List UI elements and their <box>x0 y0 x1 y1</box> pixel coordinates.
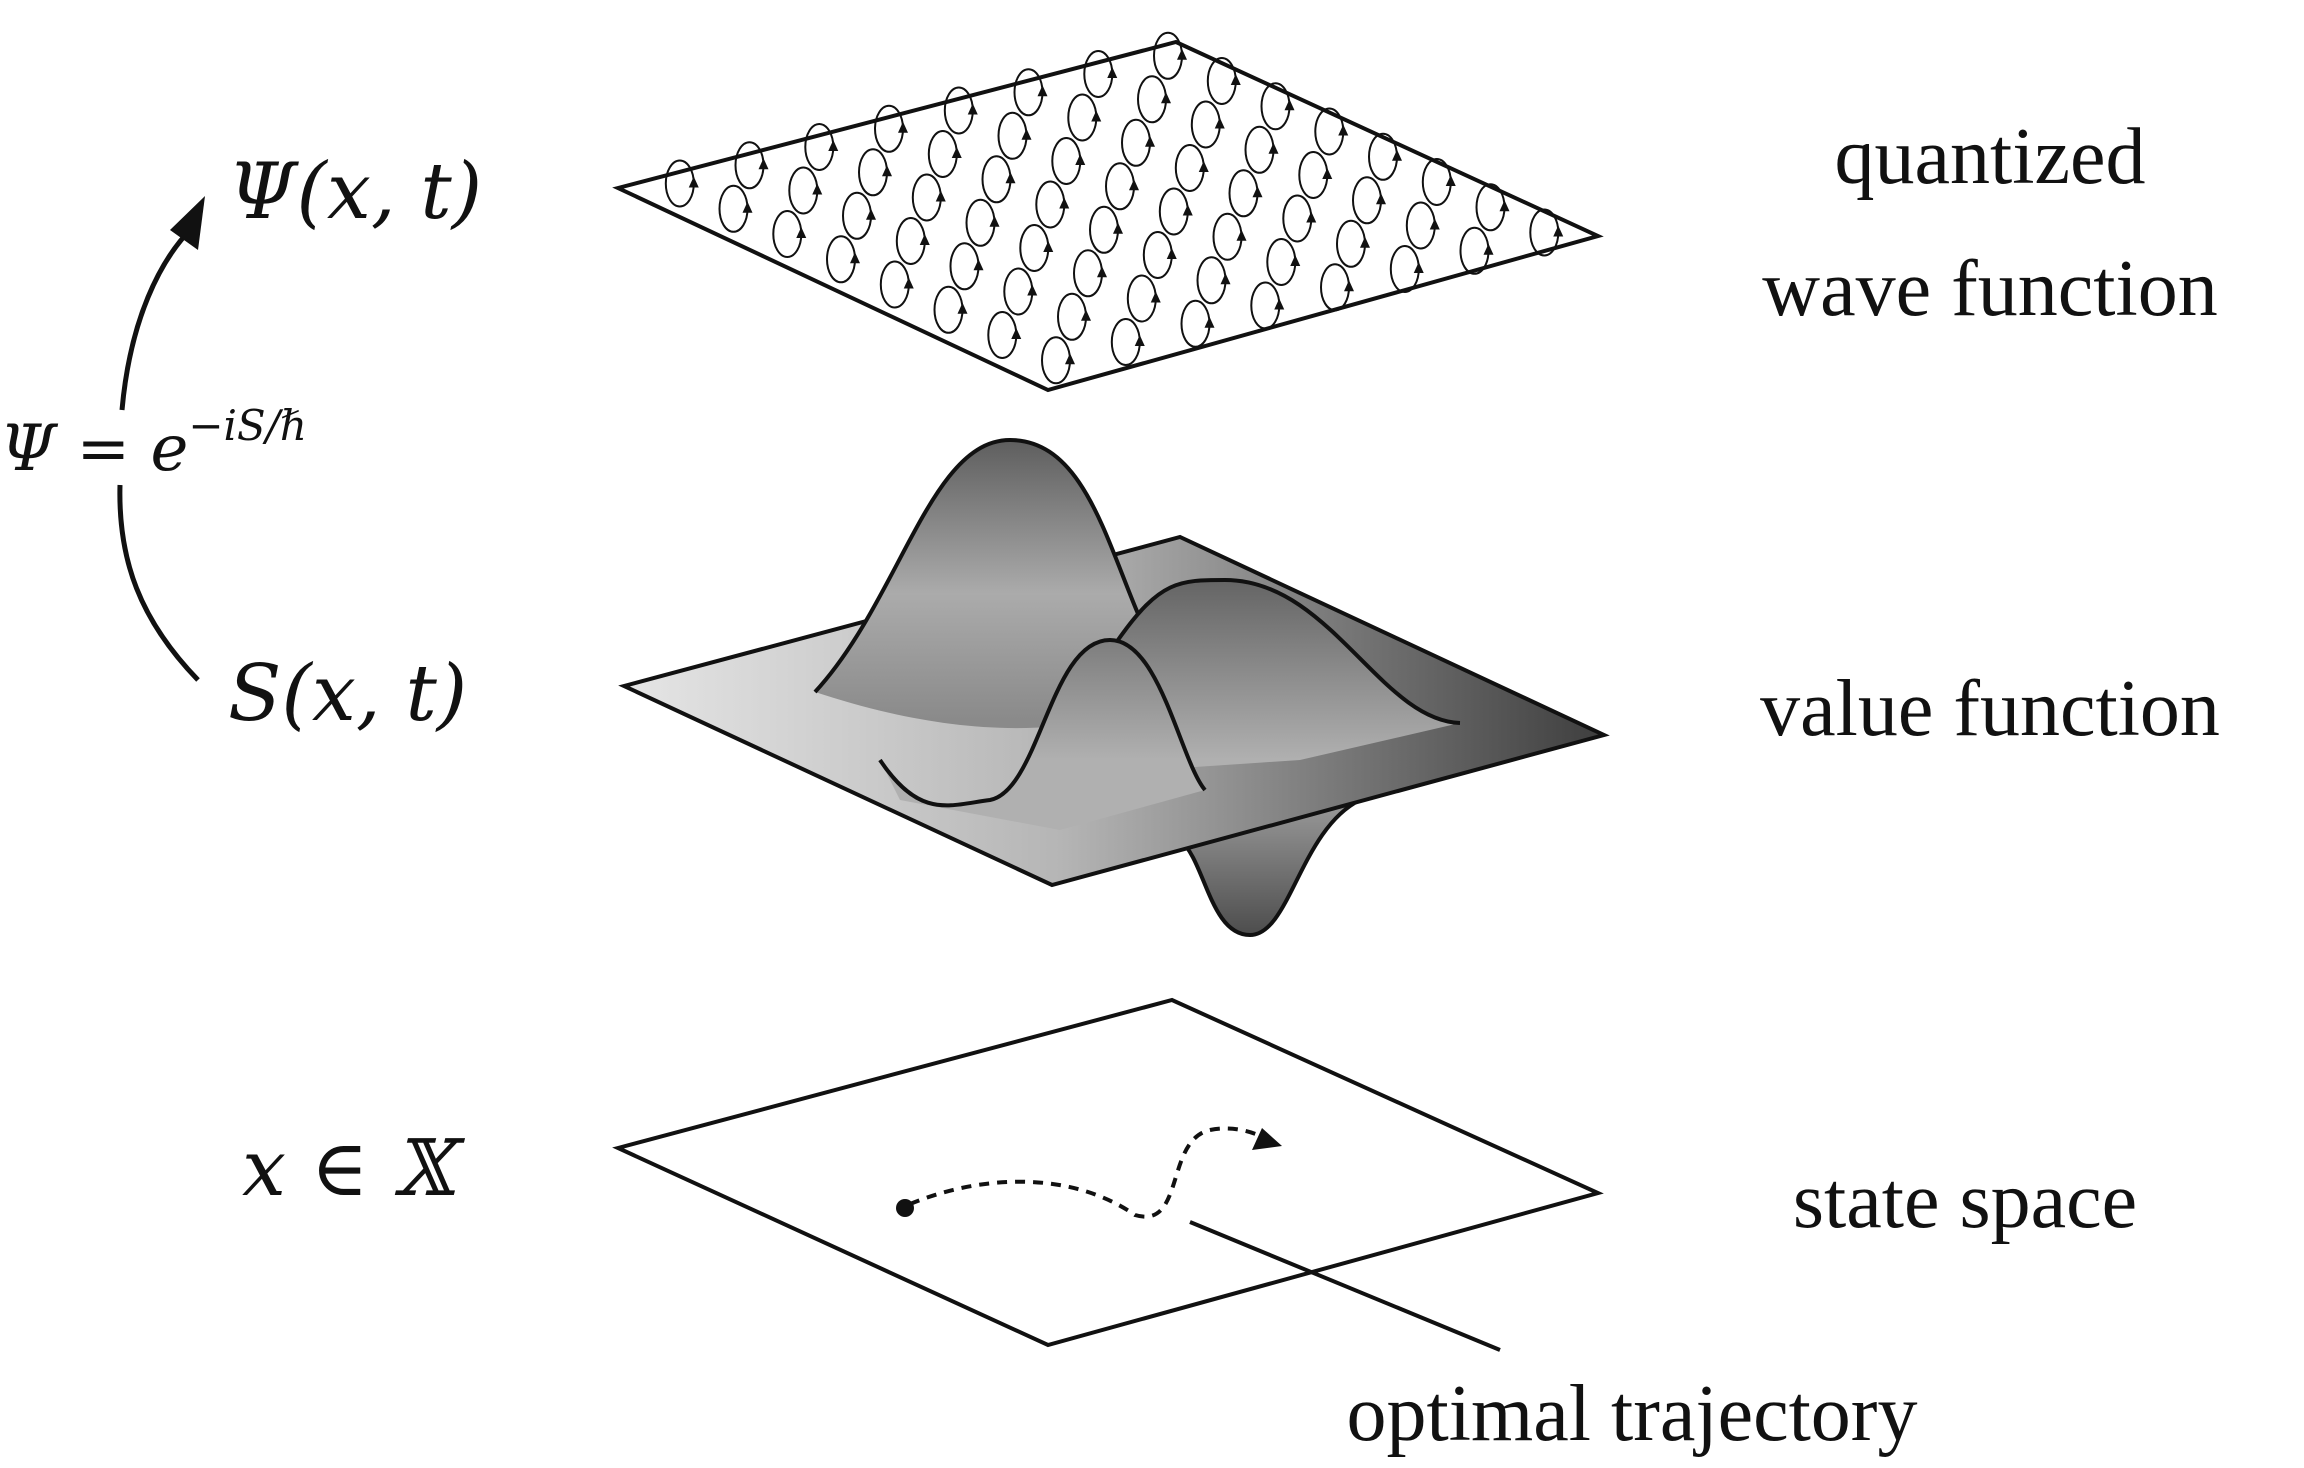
state-description-label: state space <box>1793 1157 2137 1245</box>
trajectory-label: optimal trajectory <box>1347 1370 1918 1458</box>
transform-arrow-upper <box>122 228 192 410</box>
wave-function-layer <box>618 33 1598 390</box>
value-symbol-label: S(x, t) <box>228 649 467 739</box>
wave-description-line1: quantized <box>1835 113 2146 201</box>
transform-equation-label: Ψ = e−iS/ℏ <box>0 401 307 486</box>
value-description-label: value function <box>1760 665 2220 753</box>
wave-plane <box>618 42 1598 390</box>
value-function-layer <box>624 440 1604 935</box>
state-plane <box>618 1000 1598 1345</box>
transform-arrow-lower <box>120 485 198 680</box>
state-space-layer <box>618 1000 1598 1350</box>
transform-arrowhead <box>170 196 205 250</box>
state-symbol-label: x ∈ 𝕏 <box>242 1124 465 1214</box>
wave-description-line2: wave function <box>1762 245 2217 333</box>
wave-symbol-label: Ψ(x, t) <box>228 147 482 237</box>
